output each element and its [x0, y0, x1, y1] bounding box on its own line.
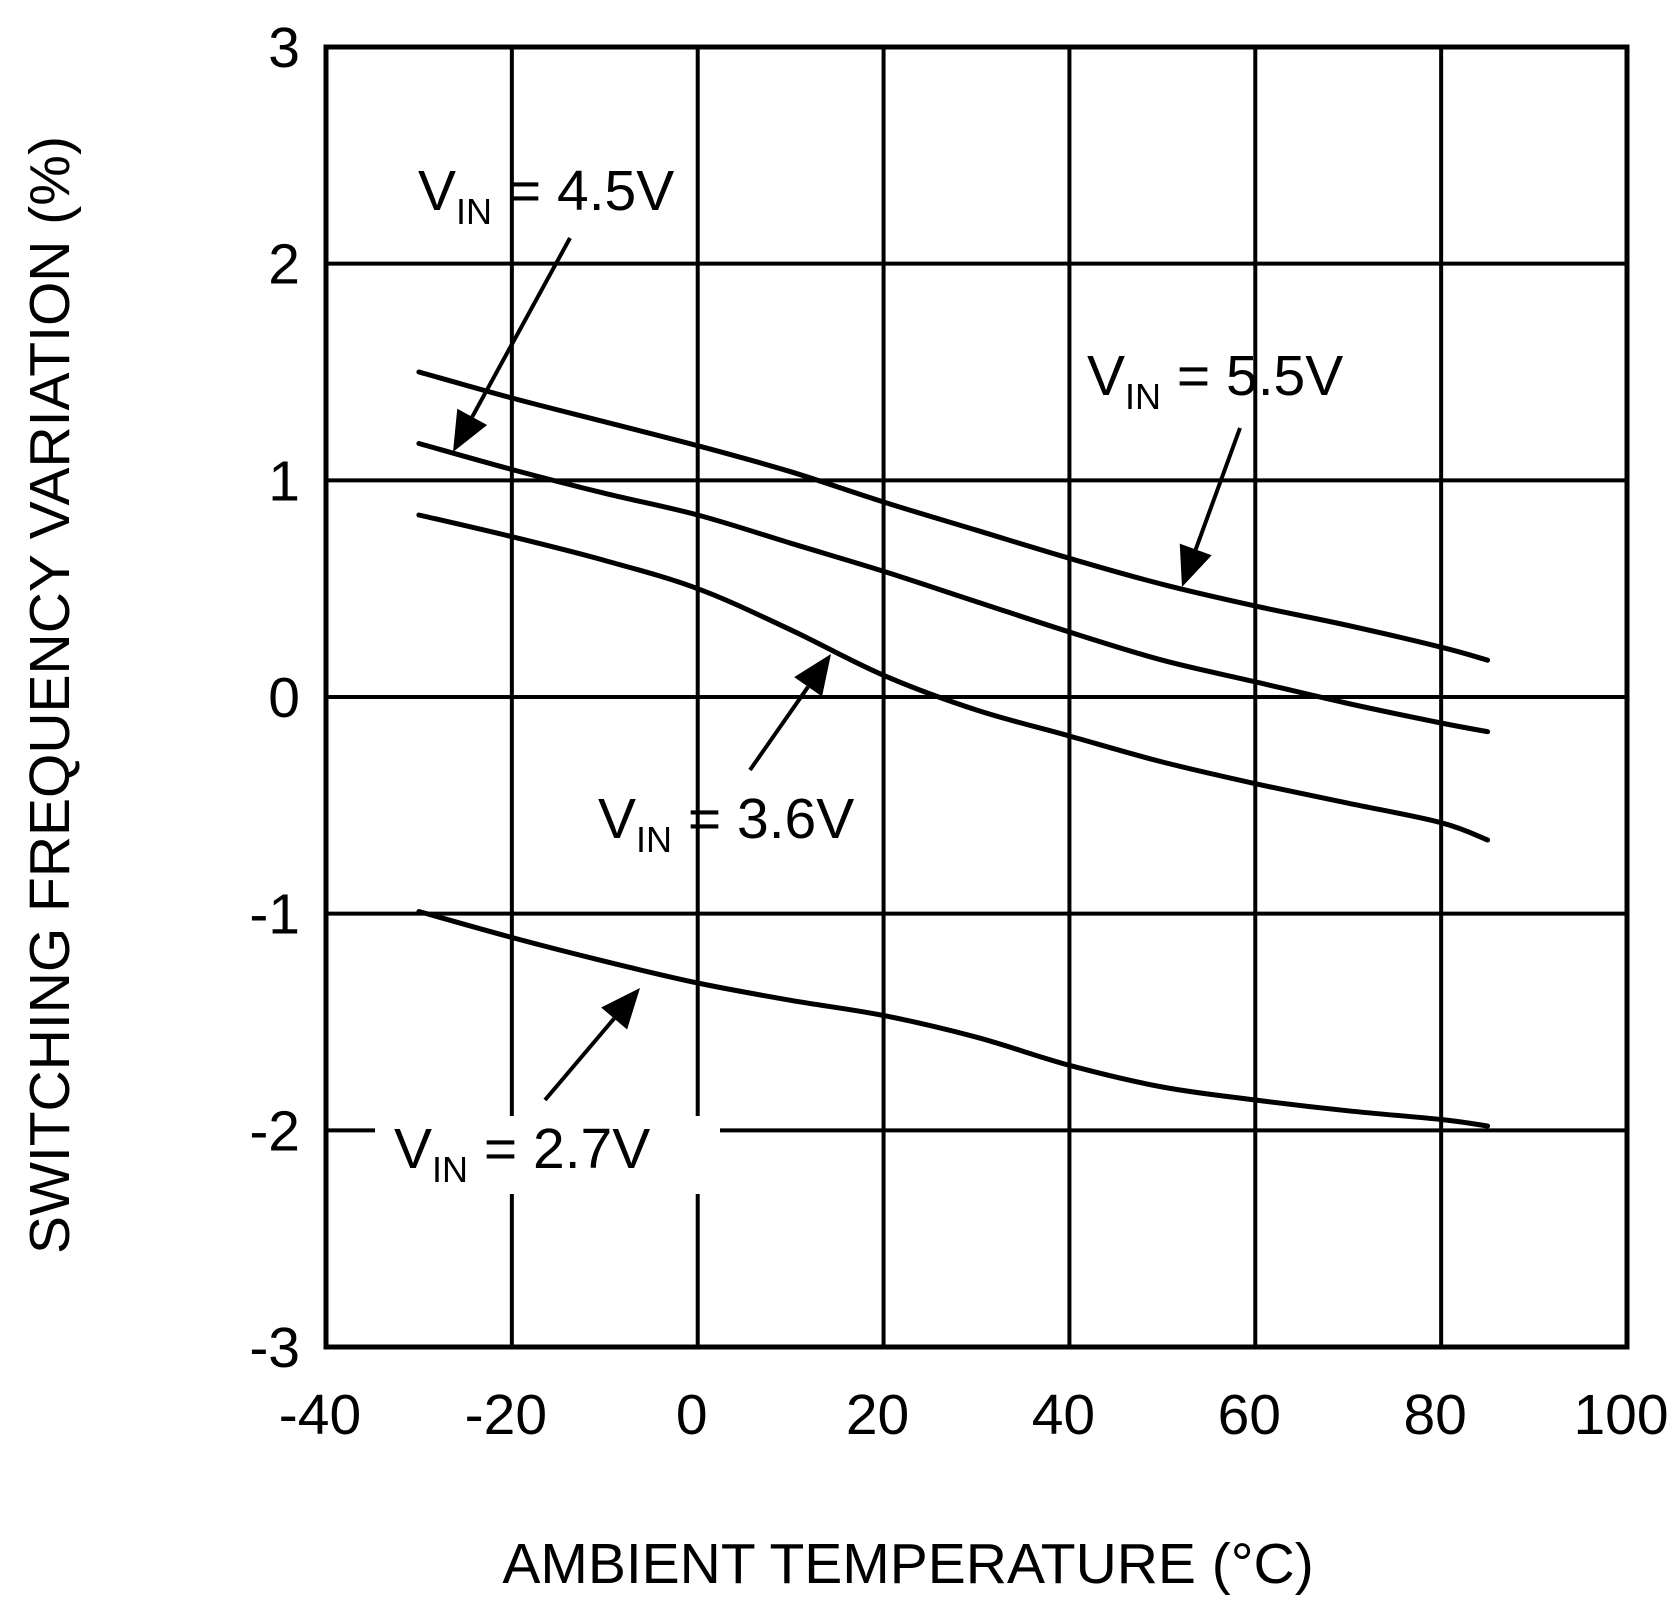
annotation-label: VIN = 3.6V	[598, 787, 854, 860]
arrow-head-icon	[601, 988, 640, 1030]
arrow-head-icon	[794, 654, 831, 697]
y-tick-label: 3	[268, 16, 300, 80]
y-tick-label: -2	[249, 1099, 300, 1163]
y-tick-label: 2	[268, 233, 300, 297]
annotation-label: VIN = 5.5V	[1087, 344, 1343, 417]
x-tick-label: 100	[1573, 1383, 1668, 1447]
x-tick-label: -40	[279, 1383, 361, 1447]
arrow-line	[470, 237, 572, 418]
series-lines	[416, 369, 1491, 1129]
y-tick-labels: 3 2 1 0 -1 -2 -3	[249, 16, 300, 1380]
arrow-line	[1193, 427, 1242, 551]
x-tick-label: 60	[1218, 1383, 1281, 1447]
series-line-vin-4-5v	[416, 441, 1491, 735]
arrow-line	[543, 1017, 616, 1102]
y-tick-label: 1	[268, 449, 300, 513]
x-tick-label: 0	[676, 1383, 708, 1447]
series-line-vin-5-5v	[416, 369, 1491, 663]
arrow-head-icon	[1179, 543, 1212, 587]
annotation-vin-3-6v: VIN = 3.6V	[598, 654, 854, 860]
annotation-vin-4-5v: VIN = 4.5V	[418, 159, 674, 452]
x-tick-label: 40	[1032, 1383, 1095, 1447]
series-line-vin-3-6v	[416, 512, 1491, 843]
y-axis-label: SWITCHING FREQUENCY VARIATION (%)	[18, 136, 82, 1254]
x-tick-label: 80	[1403, 1383, 1466, 1447]
annotation-label: VIN = 2.7V	[394, 1117, 650, 1190]
plot-frame	[323, 44, 1630, 1350]
x-tick-label: 20	[846, 1383, 909, 1447]
y-tick-label: -1	[249, 883, 300, 947]
series-line-vin-2-7v	[416, 909, 1491, 1129]
x-tick-labels: -40 -20 0 20 40 60 80 100	[279, 1383, 1669, 1447]
y-tick-label: -3	[249, 1316, 300, 1380]
x-tick-label: -20	[465, 1383, 547, 1447]
x-axis-label: AMBIENT TEMPERATURE (°C)	[502, 1532, 1313, 1596]
y-tick-label: 0	[268, 666, 300, 730]
arrow-line	[748, 685, 810, 772]
annotation-vin-2-7v: VIN = 2.7V	[375, 988, 720, 1194]
annotation-background	[375, 1116, 720, 1194]
annotations: VIN = 4.5V VIN = 5.5V VIN = 3.6V VIN = 2.7V	[375, 159, 1343, 1194]
annotation-vin-5-5v: VIN = 5.5V	[1087, 344, 1343, 587]
annotation-label: VIN = 4.5V	[418, 159, 674, 232]
arrow-head-icon	[453, 408, 488, 452]
